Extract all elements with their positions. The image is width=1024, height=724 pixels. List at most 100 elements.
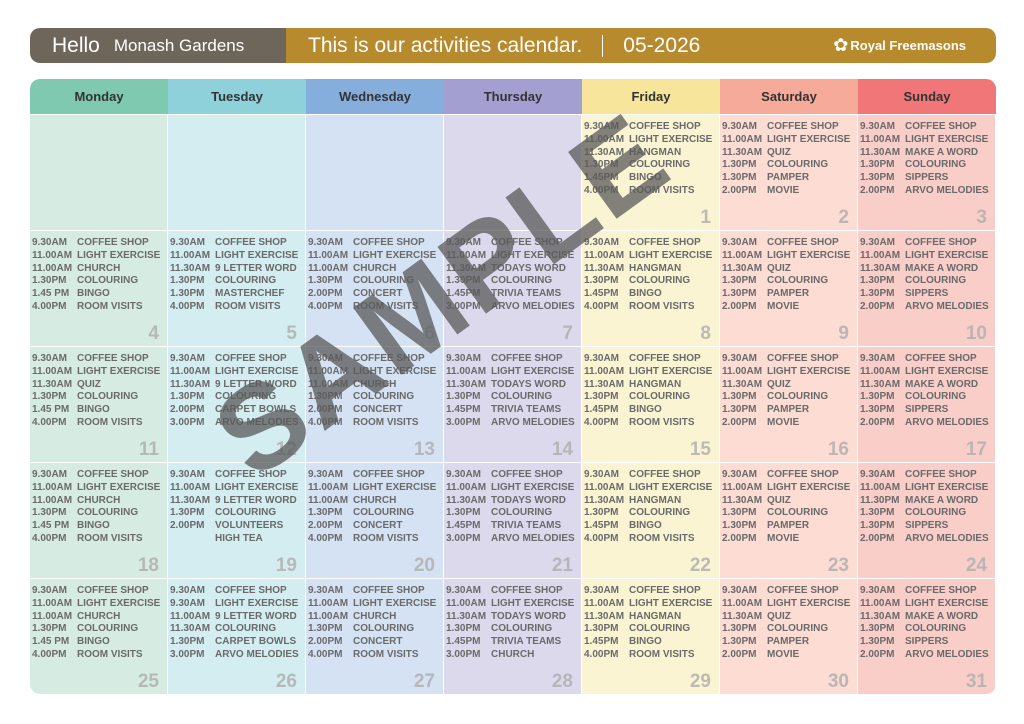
activity-name: LIGHT EXERCISE: [629, 481, 713, 493]
activity-time: 3.00PM: [446, 532, 481, 544]
activity-row: 2.00PM VOLUNTEERS: [170, 520, 305, 533]
activity-time: 1.45PM: [584, 172, 619, 184]
activity-name: COLOURING: [77, 507, 139, 519]
activity-time: 4.00PM: [584, 532, 619, 544]
activity-row: 11.30AM 9 LETTER WORD: [170, 495, 305, 508]
activity-time: 3.00PM: [446, 416, 481, 428]
day-number: 18: [137, 555, 159, 576]
activity-row: 2.00PM CONCERT: [308, 404, 443, 417]
activity-name: LIGHT EXERCISE: [353, 597, 437, 609]
activity-time: 4.00PM: [584, 416, 619, 428]
activity-name: COLOURING: [491, 507, 553, 519]
greeting-text: Hello: [52, 33, 100, 57]
activity-name: QUIZ: [767, 378, 791, 390]
activity-name: ROOM VISITS: [629, 416, 695, 428]
activity-time: 9.30AM: [860, 353, 896, 364]
day-cell: [168, 114, 306, 230]
activity-row: 11.00AM LIGHT EXERCISE: [446, 482, 581, 495]
day-cell: 9.30AM COFFEE SHOP 11.00AM LIGHT EXERCISE 11…: [444, 230, 582, 346]
activity-name: ARVO MELODIES: [905, 184, 989, 196]
activity-name: MAKE A WORD: [905, 262, 979, 274]
activity-name: LIGHT EXERCISE: [215, 365, 299, 377]
activity-time: 4.00PM: [584, 300, 619, 312]
day-header-wednesday: Wednesday: [306, 79, 444, 114]
day-cell: [444, 114, 582, 230]
day-number: 28: [551, 671, 573, 692]
activity-name: LIGHT EXERCISE: [905, 249, 989, 261]
activity-row: 11.30AM 9 LETTER WORD: [170, 263, 305, 276]
day-number: 17: [965, 439, 987, 460]
activity-name: COFFEE SHOP: [629, 121, 701, 132]
activity-row: 1.30PM COLOURING: [722, 507, 857, 520]
activity-name: ARVO MELODIES: [905, 532, 989, 544]
activity-name: ARVO MELODIES: [491, 416, 575, 428]
activity-name: COLOURING: [77, 623, 139, 635]
activity-row: 9.30AM COFFEE SHOP: [584, 237, 719, 250]
calendar-month: 05-2026: [623, 33, 701, 57]
activity-name: HANGMAN: [629, 610, 682, 622]
activity-row: 1.30PM COLOURING: [446, 275, 581, 288]
activity-time: 2.00PM: [308, 520, 343, 532]
activity-time: 9.30AM: [32, 237, 68, 248]
activity-name: TRIVIA TEAMS: [491, 288, 562, 300]
activity-time: 11.00AM: [860, 133, 901, 145]
activity-name: BINGO: [629, 636, 662, 648]
activity-time: 11.30AM: [860, 610, 901, 622]
activity-row: 9.30AM COFFEE SHOP: [170, 585, 305, 598]
activity-time: 9.30AM: [722, 237, 758, 248]
activity-row: 4.00PM ROOM VISITS: [584, 301, 719, 314]
activity-name: CHURCH: [353, 494, 397, 506]
day-header-monday: Monday: [30, 79, 168, 114]
activity-name: MAKE A WORD: [905, 378, 979, 390]
activity-name: CHURCH: [353, 378, 397, 390]
activity-row: 1.30PM COLOURING: [32, 623, 167, 636]
activity-time: 2.00PM: [860, 648, 895, 660]
activity-row: 3.00PM ARVO MELODIES: [446, 417, 581, 430]
activity-name: PAMPER: [767, 520, 810, 532]
activity-name: COFFEE SHOP: [215, 353, 287, 364]
activity-row: 1.30PM COLOURING: [584, 623, 719, 636]
activity-row: 11.00AM LIGHT EXERCISE: [860, 598, 995, 611]
activity-row: 1.30PM PAMPER: [722, 636, 857, 649]
day-cell: 9.30AM COFFEE SHOP 9.30AM LIGHT EXERCISE 11.…: [168, 578, 306, 694]
activity-row: 11.00AM LIGHT EXERCISE: [32, 250, 167, 263]
activity-time: 1.30PM: [308, 391, 343, 403]
activity-row: 11.00AM LIGHT EXERCISE: [170, 366, 305, 379]
activity-name: SIPPERS: [905, 520, 949, 532]
day-cell: [306, 114, 444, 230]
activity-name: LIGHT EXERCISE: [77, 249, 161, 261]
activity-time: 1.30PM: [170, 275, 205, 287]
activity-name: COLOURING: [77, 275, 139, 287]
activity-name: ARVO MELODIES: [215, 416, 299, 428]
day-cell: 9.30AM COFFEE SHOP 11.00AM LIGHT EXERCISE 11…: [582, 230, 720, 346]
activity-row: 11.00AM LIGHT EXERCISE: [170, 482, 305, 495]
activity-time: 9.30AM: [446, 585, 482, 596]
activity-row: 9.30AM COFFEE SHOP: [722, 353, 857, 366]
activity-time: 9.30AM: [722, 585, 758, 596]
activity-row: 2.00PM MOVIE: [722, 417, 857, 430]
activity-row: 4.00PM ROOM VISITS: [32, 417, 167, 430]
activity-row: 9.30AM COFFEE SHOP: [170, 353, 305, 366]
activity-row: 11.30AM HANGMAN: [584, 611, 719, 624]
activity-name: BINGO: [77, 288, 110, 300]
activity-name: BINGO: [629, 404, 662, 416]
activity-row: 11.30AM MAKE A WORD: [860, 263, 995, 276]
activity-row: 1.30PM SIPPERS: [860, 172, 995, 185]
activity-row: 9.30AM COFFEE SHOP: [446, 237, 581, 250]
activity-time: 1.30PM: [584, 391, 619, 403]
activity-row: 11.00AM LIGHT EXERCISE: [308, 366, 443, 379]
activity-name: LIGHT EXERCISE: [353, 365, 437, 377]
activity-name: PAMPER: [767, 404, 810, 416]
activity-name: COLOURING: [491, 275, 553, 287]
activity-name: LIGHT EXERCISE: [629, 249, 713, 261]
day-number: 21: [551, 555, 573, 576]
activity-name: COFFEE SHOP: [767, 469, 839, 480]
activity-row: 11.00AM CHURCH: [32, 611, 167, 624]
activity-time: 4.00PM: [308, 300, 343, 312]
activity-row: 11.00AM LIGHT EXERCISE: [584, 482, 719, 495]
activity-time: 1.30PM: [722, 288, 757, 300]
activity-time: 1.45 PM: [32, 520, 70, 532]
activity-name: QUIZ: [767, 262, 791, 274]
activity-row: 11.00AM LIGHT EXERCISE: [32, 598, 167, 611]
day-cell: 9.30AM COFFEE SHOP 11.00AM LIGHT EXERCISE 11…: [858, 114, 996, 230]
